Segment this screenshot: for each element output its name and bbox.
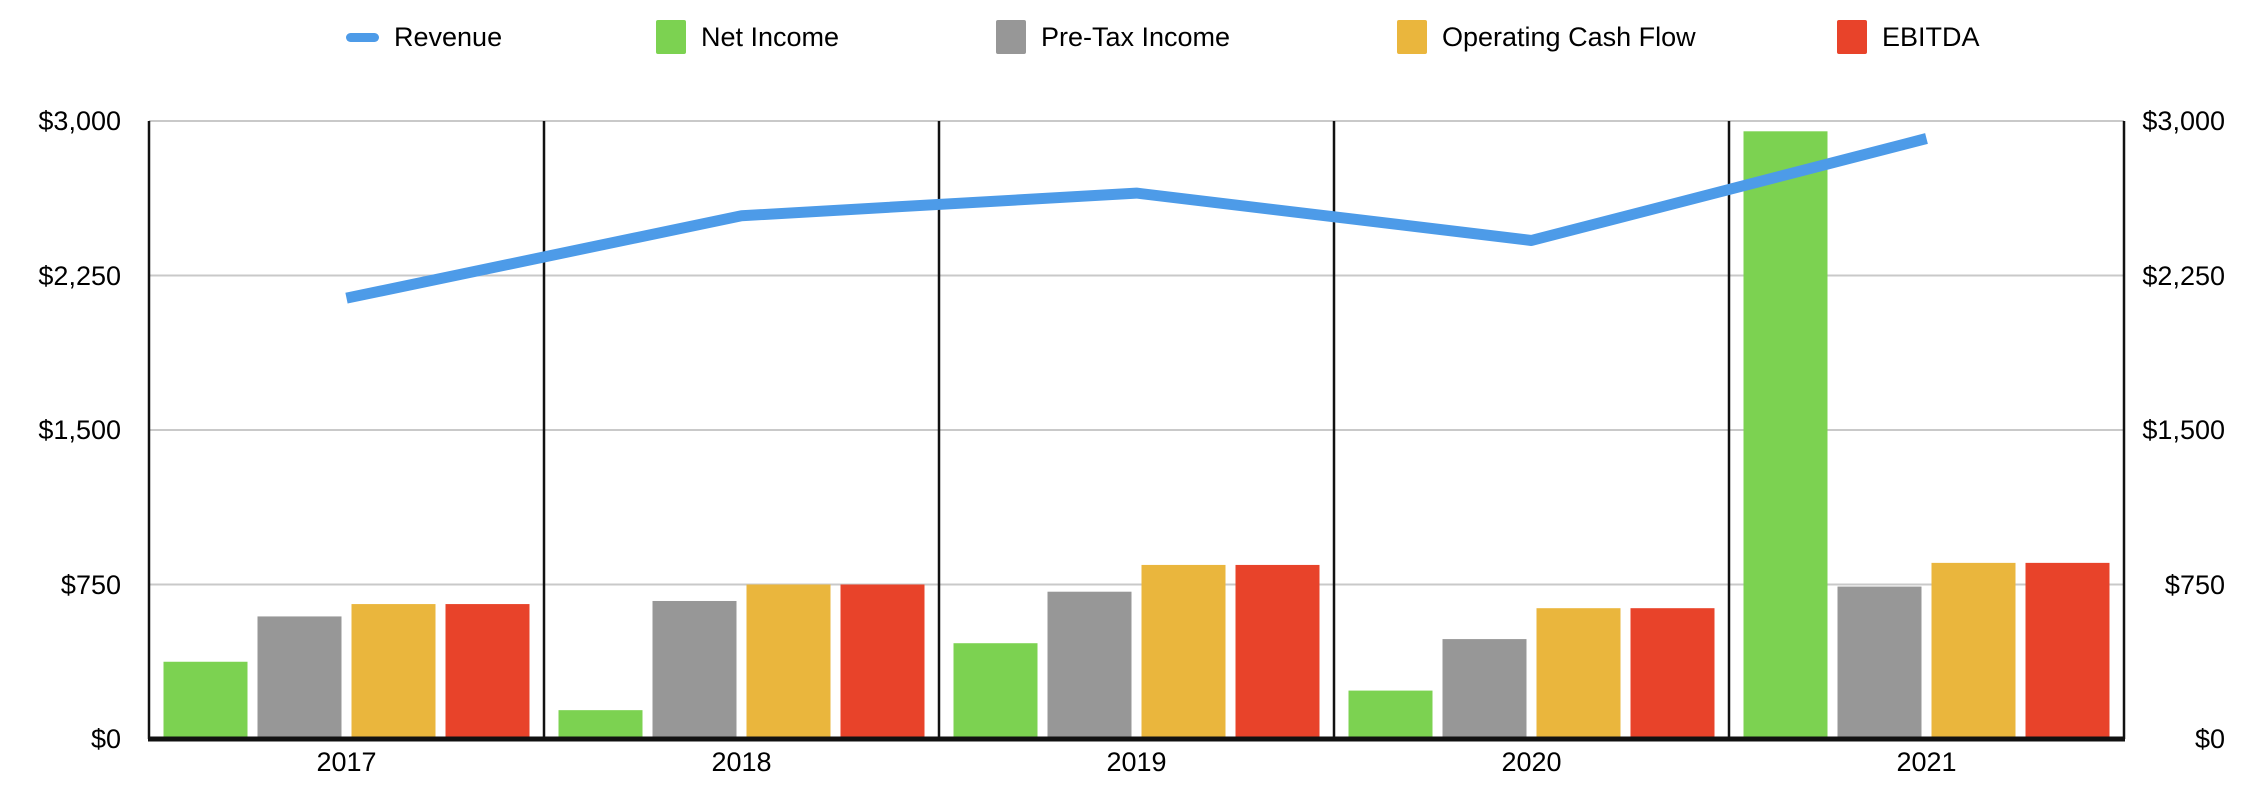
bar-net-income-2019	[953, 643, 1038, 739]
y-tick-right--2-250: $2,250	[2142, 260, 2225, 291]
bar-pre-tax-income-2020	[1442, 639, 1527, 739]
y-tick-right--750: $750	[2164, 569, 2225, 600]
x-tick-2019: 2019	[1106, 747, 1167, 777]
bar-net-income-2021	[1743, 131, 1828, 740]
revenue-line	[345, 133, 1928, 304]
legend-swatch-net-income	[656, 20, 686, 54]
legend-label-operating-cash-flow: Operating Cash Flow	[1442, 22, 1696, 52]
bar-pre-tax-income-2018	[652, 600, 737, 739]
bar-pre-tax-income-2017	[257, 616, 342, 739]
y-tick-left--2-250: $2,250	[38, 260, 121, 291]
legend-item-ebitda: EBITDA	[1837, 18, 1980, 56]
bar-net-income-2020	[1348, 690, 1433, 739]
bar-net-income-2018	[558, 710, 643, 739]
legend-line-swatch-revenue	[346, 32, 379, 42]
bar-ebitda-2017	[445, 604, 530, 739]
x-tick-2021: 2021	[1896, 747, 1957, 777]
y-tick-left--0: $0	[90, 724, 121, 754]
x-tick-2018: 2018	[711, 747, 772, 777]
y-tick-right--3-000: $3,000	[2142, 106, 2225, 136]
y-tick-right--1-500: $1,500	[2142, 415, 2225, 445]
bar-operating-cash-flow-2019	[1141, 564, 1226, 739]
y-tick-left--1-500: $1,500	[38, 415, 121, 445]
legend-item-pre-tax-income: Pre-Tax Income	[996, 18, 1230, 56]
bar-operating-cash-flow-2017	[351, 604, 436, 739]
legend-item-net-income: Net Income	[656, 18, 839, 56]
x-tick-2020: 2020	[1501, 747, 1562, 777]
bar-operating-cash-flow-2018	[746, 584, 831, 739]
legend-label-revenue: Revenue	[394, 22, 503, 52]
y-tick-right--0: $0	[2194, 724, 2225, 754]
bar-pre-tax-income-2019	[1047, 591, 1132, 739]
bar-ebitda-2021	[2025, 562, 2110, 739]
y-tick-left--750: $750	[60, 569, 121, 600]
bar-operating-cash-flow-2020	[1536, 608, 1621, 739]
legend-label-pre-tax-income: Pre-Tax Income	[1041, 22, 1231, 52]
legend-swatch-ebitda	[1837, 20, 1867, 54]
legend-label-net-income: Net Income	[701, 22, 840, 52]
legend-swatch-pre-tax-income	[996, 20, 1026, 54]
bar-net-income-2017	[163, 661, 248, 739]
legend-swatch-operating-cash-flow	[1397, 20, 1427, 54]
bar-pre-tax-income-2021	[1837, 586, 1922, 739]
bar-ebitda-2018	[840, 584, 925, 739]
legend-item-revenue: Revenue	[346, 18, 502, 56]
bar-operating-cash-flow-2021	[1931, 562, 2016, 739]
bar-ebitda-2019	[1235, 564, 1320, 739]
bar-ebitda-2020	[1630, 608, 1715, 739]
x-tick-2017: 2017	[316, 747, 377, 777]
legend-item-operating-cash-flow: Operating Cash Flow	[1397, 18, 1696, 56]
y-tick-left--3-000: $3,000	[38, 106, 121, 136]
legend-label-ebitda: EBITDA	[1882, 22, 1980, 52]
